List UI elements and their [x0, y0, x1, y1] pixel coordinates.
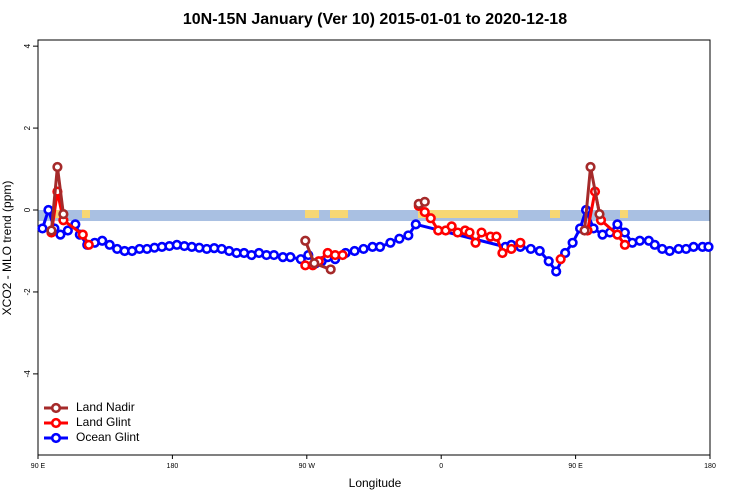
data-point	[612, 229, 623, 240]
x-tick-label: 180	[167, 463, 179, 470]
data-point	[612, 219, 623, 230]
data-point	[534, 245, 545, 257]
data-point	[491, 231, 502, 242]
legend-label: Ocean Glint	[76, 430, 140, 444]
data-point	[83, 239, 94, 250]
data-point	[551, 266, 562, 277]
data-point	[464, 227, 475, 238]
data-point	[268, 249, 280, 261]
y-tick-label: -2	[23, 288, 32, 296]
data-point	[567, 237, 578, 248]
data-point	[410, 219, 421, 230]
x-tick-label: 90 W	[299, 463, 316, 470]
data-point	[62, 225, 73, 236]
data-point	[77, 229, 88, 240]
data-point	[446, 221, 457, 232]
land-patch	[550, 210, 560, 219]
data-point	[43, 204, 54, 216]
land-patch	[305, 210, 319, 219]
data-point	[664, 245, 675, 257]
y-tick-label: -4	[23, 370, 32, 378]
x-tick-label: 90 E	[31, 463, 46, 470]
legend-swatch-marker	[50, 417, 62, 429]
data-point	[385, 237, 396, 248]
legend-swatch-marker	[50, 402, 62, 414]
data-point	[309, 258, 320, 269]
data-point	[374, 241, 386, 252]
data-point	[403, 230, 414, 241]
data-point	[594, 209, 605, 220]
data-point	[285, 252, 296, 263]
data-point	[46, 225, 57, 236]
data-point	[325, 264, 336, 275]
legend-swatch-marker	[50, 432, 62, 444]
data-point	[52, 161, 63, 173]
data-point	[619, 239, 630, 250]
land-patch	[620, 210, 628, 219]
data-point	[425, 213, 436, 224]
data-point	[555, 254, 566, 265]
chart-title: 10N-15N January (Ver 10) 2015-01-01 to 2…	[183, 11, 567, 28]
data-point	[419, 196, 430, 207]
data-point	[649, 239, 660, 250]
reference-band	[38, 210, 710, 222]
y-axis-label: XCO2 - MLO trend (ppm)	[0, 181, 14, 316]
x-tick-label: 90 E	[568, 463, 583, 470]
data-point	[58, 209, 69, 220]
land-patch	[418, 210, 518, 219]
data-point	[37, 223, 48, 234]
data-point	[470, 237, 481, 248]
data-point	[55, 229, 66, 240]
land-patch	[330, 210, 348, 219]
y-tick-label: 4	[23, 43, 32, 48]
x-axis-label: Longitude	[349, 476, 402, 490]
data-point	[634, 235, 645, 246]
data-point	[104, 239, 115, 250]
data-point	[497, 247, 508, 259]
legend-label: Land Nadir	[76, 400, 135, 414]
data-point	[515, 237, 526, 248]
land-patch	[82, 210, 90, 219]
data-point	[394, 233, 405, 244]
data-point	[688, 241, 699, 252]
legend-label: Land Glint	[76, 415, 131, 429]
data-point	[349, 245, 360, 257]
data-point	[506, 243, 517, 255]
x-tick-label: 180	[704, 463, 716, 470]
y-tick-label: 2	[23, 125, 32, 130]
data-point	[579, 225, 590, 236]
data-point	[585, 161, 596, 173]
x-tick-label: 0	[439, 463, 443, 470]
data-point	[97, 235, 108, 246]
data-point	[358, 243, 369, 255]
land-patch	[50, 210, 62, 219]
data-point	[525, 243, 536, 255]
data-point	[543, 256, 554, 267]
data-point	[476, 227, 487, 238]
data-point	[703, 241, 714, 252]
data-point	[337, 249, 348, 261]
data-point	[300, 235, 311, 246]
y-tick-label: 0	[23, 207, 32, 212]
data-point	[419, 206, 430, 218]
